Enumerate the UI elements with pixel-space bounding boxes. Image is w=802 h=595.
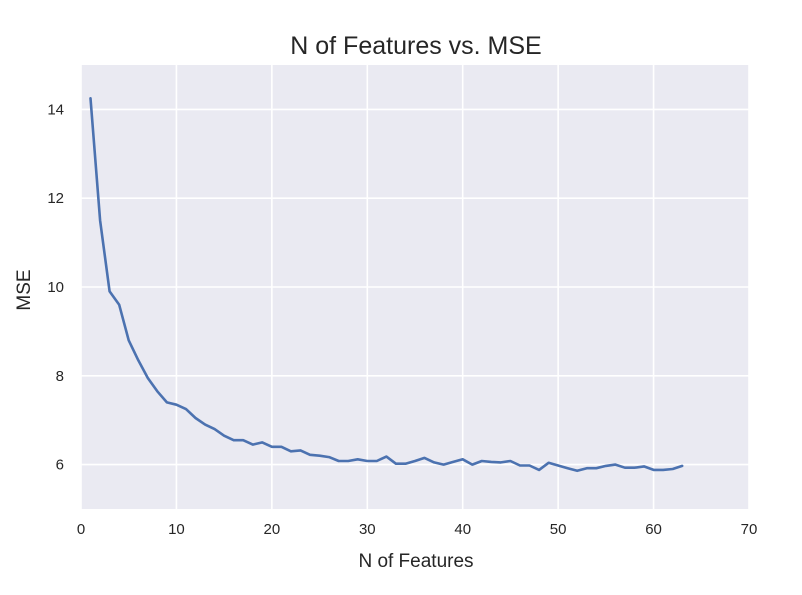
grid-lines — [80, 65, 750, 509]
x-tick-label: 30 — [359, 521, 376, 538]
y-tick-label: 14 — [47, 101, 64, 118]
x-tick-label: 40 — [454, 521, 471, 538]
x-tick-label: 70 — [741, 521, 758, 538]
x-tick-label: 60 — [645, 521, 662, 538]
y-tick-label: 10 — [47, 279, 64, 296]
x-tick-label: 0 — [77, 521, 85, 538]
x-axis-ticks: 0 10 20 30 40 50 60 70 — [77, 521, 758, 538]
chart-title: N of Features vs. MSE — [290, 32, 541, 60]
series-layer — [89, 97, 684, 473]
x-tick-label: 50 — [550, 521, 567, 538]
y-axis-label: MSE — [14, 269, 35, 310]
y-axis-ticks: 6 8 10 12 14 — [47, 101, 64, 473]
series-line — [89, 97, 684, 473]
y-tick-label: 12 — [47, 190, 64, 207]
x-tick-label: 10 — [168, 521, 185, 538]
y-tick-label: 8 — [56, 368, 64, 385]
x-axis-label: N of Features — [358, 551, 473, 572]
x-tick-label: 20 — [264, 521, 281, 538]
y-tick-label: 6 — [56, 457, 64, 474]
